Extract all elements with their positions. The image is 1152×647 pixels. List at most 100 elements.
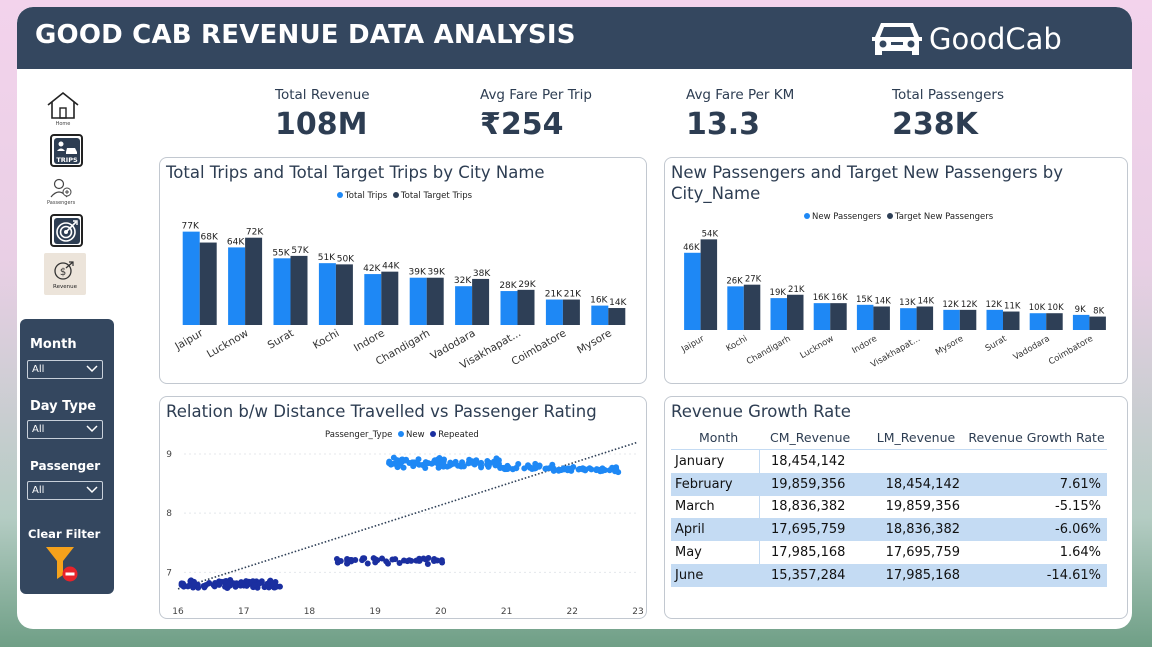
bar-actual[interactable] <box>770 298 788 330</box>
point-new[interactable] <box>606 467 613 474</box>
clear-filter-icon[interactable] <box>44 545 82 583</box>
bar-actual[interactable] <box>364 274 382 325</box>
point-repeated[interactable] <box>262 583 269 590</box>
month-select[interactable]: All <box>27 360 103 379</box>
point-new[interactable] <box>485 462 492 469</box>
point-new[interactable] <box>390 454 397 461</box>
point-repeated[interactable] <box>379 555 386 562</box>
point-new[interactable] <box>422 459 429 466</box>
point-repeated[interactable] <box>222 578 229 585</box>
point-new[interactable] <box>450 460 457 467</box>
point-new[interactable] <box>394 463 401 470</box>
nav-target[interactable] <box>50 214 83 247</box>
point-repeated[interactable] <box>422 556 429 563</box>
point-new[interactable] <box>550 467 557 474</box>
bar-actual[interactable] <box>684 252 701 330</box>
point-new[interactable] <box>478 462 485 469</box>
passenger-select[interactable]: All <box>27 481 103 500</box>
bar-target[interactable] <box>873 306 890 331</box>
point-repeated[interactable] <box>334 559 341 566</box>
point-repeated[interactable] <box>276 583 283 590</box>
point-new[interactable] <box>399 458 406 465</box>
point-new[interactable] <box>400 464 407 471</box>
point-new[interactable] <box>502 466 509 473</box>
point-new[interactable] <box>601 467 608 474</box>
point-repeated[interactable] <box>424 561 431 568</box>
point-new[interactable] <box>509 466 516 473</box>
point-new[interactable] <box>410 463 417 470</box>
bar-actual[interactable] <box>1029 313 1047 330</box>
point-repeated[interactable] <box>185 583 192 590</box>
point-new[interactable] <box>524 462 531 469</box>
point-new[interactable] <box>473 459 480 466</box>
bar-target[interactable] <box>517 289 535 325</box>
column-header[interactable]: LM_Revenue <box>876 429 956 445</box>
point-new[interactable] <box>460 463 467 470</box>
bar-target[interactable] <box>335 264 353 325</box>
point-new[interactable] <box>561 466 568 473</box>
point-repeated[interactable] <box>396 559 403 566</box>
point-repeated[interactable] <box>202 582 209 589</box>
point-new[interactable] <box>440 460 447 467</box>
point-new[interactable] <box>431 457 438 464</box>
bar-target[interactable] <box>787 294 804 330</box>
bar-target[interactable] <box>959 309 977 330</box>
bar-target[interactable] <box>381 271 399 325</box>
nav-revenue[interactable]: $ Revenue <box>44 253 86 295</box>
column-header[interactable]: Revenue Growth Rate <box>968 429 1105 445</box>
bar-target[interactable] <box>290 255 308 325</box>
nav-trips[interactable]: TRIPS <box>50 134 83 167</box>
point-new[interactable] <box>611 468 618 475</box>
bar-target[interactable] <box>1046 313 1063 330</box>
point-repeated[interactable] <box>415 557 422 564</box>
bar-actual[interactable] <box>500 291 518 325</box>
bar-target[interactable] <box>743 284 761 330</box>
point-repeated[interactable] <box>404 558 411 565</box>
point-repeated[interactable] <box>384 560 391 567</box>
point-new[interactable] <box>388 460 395 467</box>
point-repeated[interactable] <box>352 557 359 564</box>
point-repeated[interactable] <box>364 560 371 567</box>
point-repeated[interactable] <box>251 581 258 588</box>
bar-actual[interactable] <box>591 305 609 325</box>
bar-actual[interactable] <box>856 304 874 330</box>
bar-actual[interactable] <box>986 309 1004 330</box>
bar-actual[interactable] <box>727 286 744 330</box>
point-repeated[interactable] <box>439 559 446 566</box>
bar-actual[interactable] <box>182 231 200 325</box>
bar-actual[interactable] <box>228 247 246 325</box>
bar-target[interactable] <box>916 306 934 331</box>
point-new[interactable] <box>466 456 473 463</box>
point-repeated[interactable] <box>361 555 368 562</box>
bar-actual[interactable] <box>273 258 291 325</box>
point-repeated[interactable] <box>389 556 396 563</box>
nav-home[interactable]: Home <box>45 90 81 127</box>
point-repeated[interactable] <box>431 556 438 563</box>
day-type-select[interactable]: All <box>27 420 103 439</box>
point-repeated[interactable] <box>211 583 218 590</box>
bar-target[interactable] <box>426 277 444 325</box>
bar-actual[interactable] <box>318 263 336 325</box>
point-new[interactable] <box>575 466 582 473</box>
bar-target[interactable] <box>1003 311 1020 330</box>
point-new[interactable] <box>416 461 423 468</box>
bar-actual[interactable] <box>1072 314 1090 330</box>
point-repeated[interactable] <box>372 556 379 563</box>
column-header[interactable]: CM_Revenue <box>770 429 851 445</box>
point-repeated[interactable] <box>180 580 187 587</box>
point-repeated[interactable] <box>238 579 245 586</box>
bar-target[interactable] <box>562 299 580 325</box>
bar-actual[interactable] <box>943 309 960 330</box>
bar-actual[interactable] <box>545 299 563 325</box>
bar-target[interactable] <box>830 303 847 330</box>
bar-actual[interactable] <box>455 286 473 325</box>
bar-target[interactable] <box>472 278 490 325</box>
bar-actual[interactable] <box>813 303 831 330</box>
bar-target[interactable] <box>608 308 626 325</box>
point-repeated[interactable] <box>344 560 351 567</box>
bar-actual[interactable] <box>409 277 427 325</box>
bar-target[interactable] <box>700 239 718 330</box>
bar-target[interactable] <box>1089 316 1106 330</box>
point-new[interactable] <box>586 465 593 472</box>
point-repeated[interactable] <box>191 580 198 587</box>
